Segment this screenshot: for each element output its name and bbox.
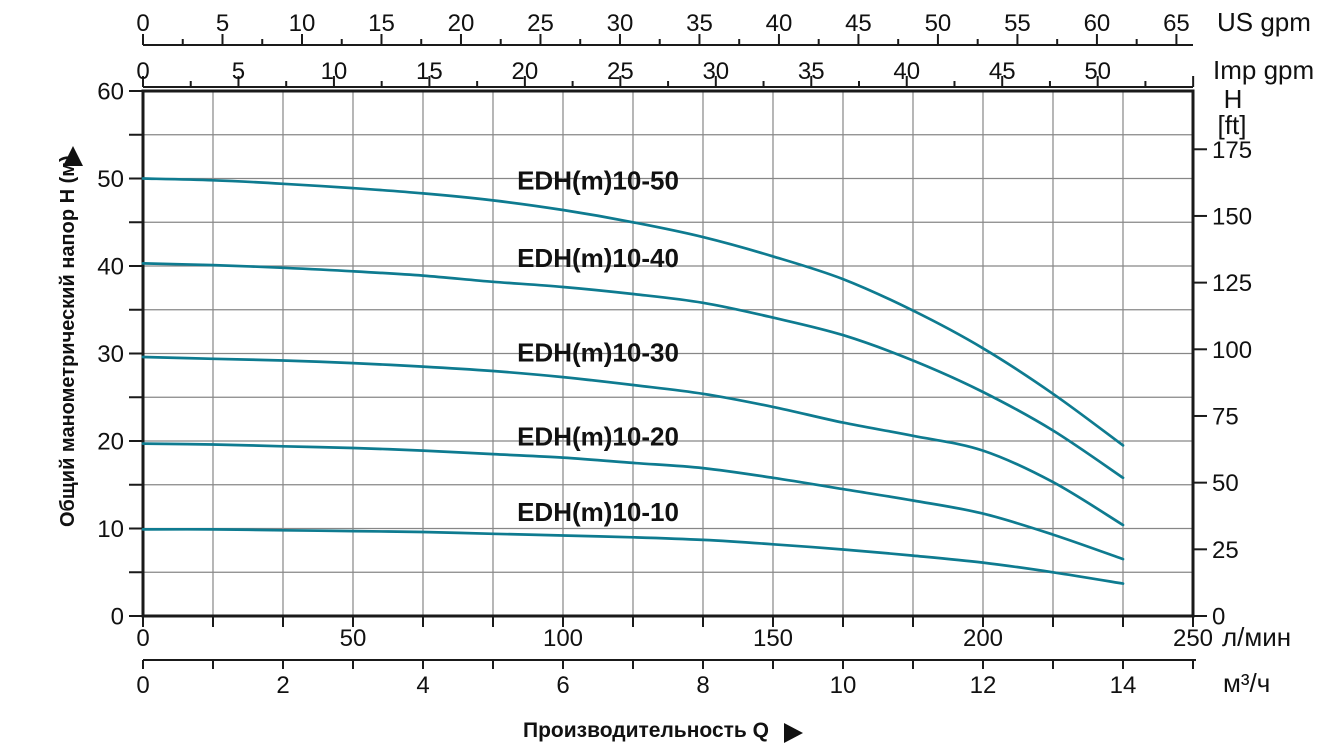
imp-gpm-tick-label: 10 xyxy=(321,58,348,85)
h-ft-title: H xyxy=(1224,84,1243,114)
imp-gpm-axis: 0 5 10 15 20 25 30 35 40 45 50 Imp gpm xyxy=(136,55,1314,88)
h-m-tick-label: 40 xyxy=(97,254,124,281)
m3-h-tick-label: 8 xyxy=(696,672,709,699)
imp-gpm-tick-label: 5 xyxy=(232,58,245,85)
curve-label: EDH(m)10-50 xyxy=(517,165,679,195)
curve-EDH(m)10-40 xyxy=(141,262,1125,480)
m3-h-axis: 0 2 4 6 8 10 12 14 м³/ч xyxy=(136,659,1270,699)
curve-label: EDH(m)10-20 xyxy=(517,422,679,452)
curve-label: EDH(m)10-40 xyxy=(517,243,679,273)
h-m-tick-label: 20 xyxy=(97,429,124,456)
m3-h-tick-label: 6 xyxy=(556,672,569,699)
us-gpm-axis: 0 5 10 15 20 25 30 35 40 45 50 55 60 65 US gpm xyxy=(136,7,1311,46)
m3-h-tick-label: 4 xyxy=(416,672,429,699)
x-axis-title: Производительность Q xyxy=(522,719,769,742)
us-gpm-tick-label: 25 xyxy=(527,10,554,37)
l-min-unit-label: л/мин xyxy=(1222,622,1291,652)
l-min-tick-label: 100 xyxy=(543,625,583,652)
up-arrow-icon xyxy=(63,146,83,166)
h-ft-unit-label: [ft] xyxy=(1218,110,1247,140)
h-ft-tick-label: 175 xyxy=(1212,137,1252,164)
h-ft-tick-label: 25 xyxy=(1212,537,1239,564)
us-gpm-tick-label: 0 xyxy=(136,10,149,37)
imp-gpm-tick-label: 30 xyxy=(702,58,729,85)
us-gpm-tick-label: 20 xyxy=(448,10,475,37)
imp-gpm-tick-label: 35 xyxy=(798,58,825,85)
h-ft-tick-label: 150 xyxy=(1212,203,1252,230)
h-m-axis: 0 10 20 30 40 50 60 xyxy=(97,79,143,631)
plot-grid xyxy=(143,91,1193,616)
h-m-tick-label: 60 xyxy=(97,79,124,106)
m3-h-tick-label: 14 xyxy=(1110,672,1137,699)
h-m-tick-label: 0 xyxy=(111,604,124,631)
m3-h-tick-label: 12 xyxy=(970,672,997,699)
us-gpm-tick-label: 10 xyxy=(289,10,316,37)
curve-EDH(m)10-20 xyxy=(141,442,1125,561)
curve-EDH(m)10-30 xyxy=(141,355,1125,527)
h-m-tick-label: 10 xyxy=(97,516,124,543)
h-m-tick-label: 30 xyxy=(97,341,124,368)
curve-label: EDH(m)10-30 xyxy=(517,338,679,368)
curve-labels: EDH(m)10-50 EDH(m)10-40 EDH(m)10-30 EDH(m)1… xyxy=(517,165,679,527)
h-ft-tick-label: 100 xyxy=(1212,337,1252,364)
us-gpm-tick-label: 55 xyxy=(1004,10,1031,37)
h-m-tick-label: 50 xyxy=(97,166,124,193)
us-gpm-tick-label: 30 xyxy=(607,10,634,37)
curve-label: EDH(m)10-10 xyxy=(517,497,679,527)
us-gpm-tick-label: 50 xyxy=(925,10,952,37)
us-gpm-tick-label: 40 xyxy=(766,10,793,37)
l-min-axis: 0 50 100 150 200 250 л/мин xyxy=(136,616,1291,652)
imp-gpm-tick-label: 20 xyxy=(512,58,539,85)
h-ft-tick-label: 50 xyxy=(1212,470,1239,497)
h-ft-tick-label: 0 xyxy=(1212,604,1225,631)
y-axis-title: Общий манометрический напор H (м) xyxy=(57,155,79,527)
m3-h-tick-label: 0 xyxy=(136,672,149,699)
imp-gpm-unit-label: Imp gpm xyxy=(1213,55,1314,85)
m3-h-tick-label: 2 xyxy=(276,672,289,699)
l-min-tick-label: 200 xyxy=(963,625,1003,652)
imp-gpm-tick-label: 25 xyxy=(607,58,634,85)
h-ft-axis: 0 25 50 75 100 125 150 175 H[ft] xyxy=(1193,84,1252,631)
m3-h-unit-label: м³/ч xyxy=(1223,668,1270,698)
us-gpm-tick-label: 5 xyxy=(216,10,229,37)
pump-curves xyxy=(141,177,1125,585)
imp-gpm-tick-label: 50 xyxy=(1084,58,1111,85)
l-min-tick-label: 250 xyxy=(1173,625,1213,652)
axis-arrows xyxy=(63,146,803,743)
imp-gpm-tick-label: 45 xyxy=(989,58,1016,85)
us-gpm-tick-label: 65 xyxy=(1163,10,1190,37)
imp-gpm-tick-label: 0 xyxy=(136,58,149,85)
us-gpm-tick-label: 35 xyxy=(686,10,713,37)
us-gpm-unit-label: US gpm xyxy=(1217,7,1311,37)
h-ft-tick-label: 125 xyxy=(1212,270,1252,297)
m3-h-tick-label: 10 xyxy=(830,672,857,699)
curve-EDH(m)10-10 xyxy=(141,527,1125,585)
l-min-tick-label: 0 xyxy=(136,625,149,652)
curve-EDH(m)10-50 xyxy=(141,177,1125,447)
l-min-tick-label: 150 xyxy=(753,625,793,652)
us-gpm-tick-label: 60 xyxy=(1084,10,1111,37)
imp-gpm-tick-label: 15 xyxy=(416,58,443,85)
h-ft-tick-label: 75 xyxy=(1212,403,1239,430)
imp-gpm-tick-label: 40 xyxy=(893,58,920,85)
right-arrow-icon xyxy=(784,723,803,743)
us-gpm-tick-label: 15 xyxy=(368,10,395,37)
l-min-tick-label: 50 xyxy=(340,625,367,652)
us-gpm-tick-label: 45 xyxy=(845,10,872,37)
